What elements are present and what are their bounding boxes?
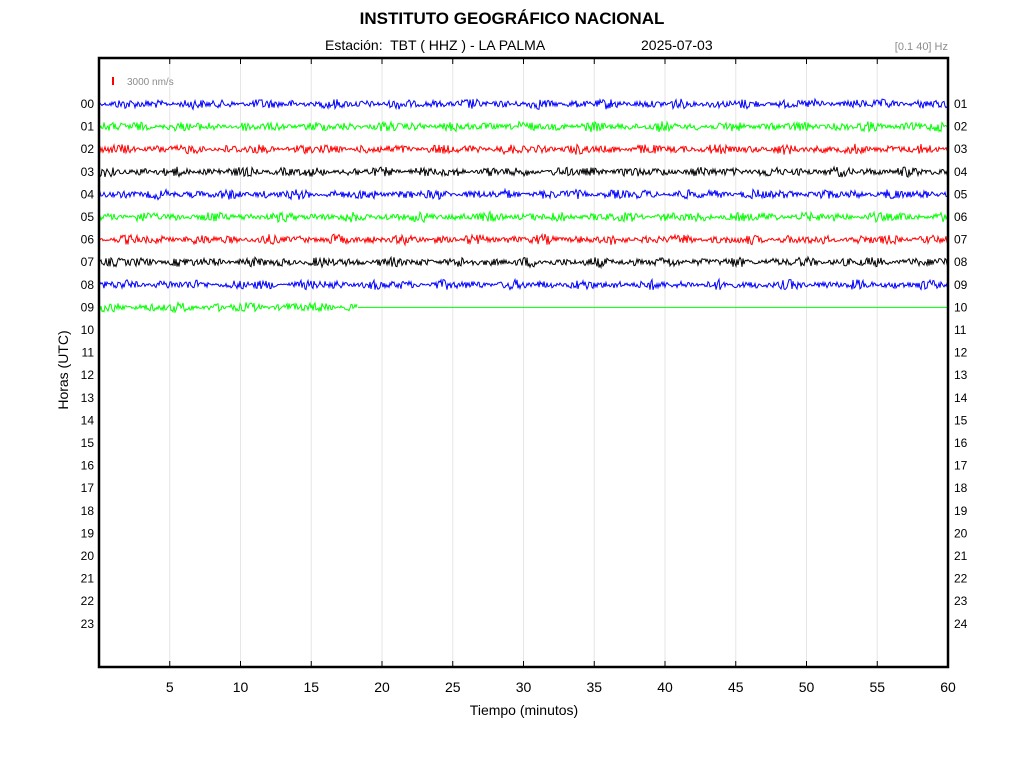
right-hour-label: 22 <box>954 572 968 586</box>
trace-hour-08 <box>98 277 949 291</box>
right-hour-label: 02 <box>954 120 968 134</box>
left-hour-label: 09 <box>81 300 95 314</box>
left-hour-label: 02 <box>81 142 95 156</box>
right-hour-labels: 01 02 03 04 05 06 07 08 09 10 11 12 13 14 15 16 17 18 19 20… <box>954 97 968 631</box>
x-axis-ticks: 5 10 15 20 25 30 35 40 45 50 55 60 <box>166 58 956 695</box>
left-hour-label: 13 <box>81 391 95 405</box>
x-tick-label: 55 <box>869 679 885 695</box>
right-hour-label: 19 <box>954 504 968 518</box>
x-tick-label: 35 <box>586 679 602 695</box>
right-hour-label: 01 <box>954 97 968 111</box>
left-hour-label: 08 <box>81 278 95 292</box>
x-tick-label: 20 <box>374 679 390 695</box>
vertical-grid <box>169 58 878 667</box>
left-hour-label: 16 <box>81 459 95 473</box>
right-hour-label: 14 <box>954 391 968 405</box>
right-hour-label: 04 <box>954 165 968 179</box>
right-hour-label: 08 <box>954 255 968 269</box>
trace-hour-05 <box>98 210 949 224</box>
right-hour-label: 20 <box>954 526 968 540</box>
right-hour-label: 23 <box>954 594 968 608</box>
right-hour-label: 03 <box>954 142 968 156</box>
right-hour-label: 16 <box>954 436 968 450</box>
x-tick-label: 45 <box>728 679 744 695</box>
left-hour-label: 15 <box>81 436 95 450</box>
left-hour-label: 00 <box>81 97 95 111</box>
x-tick-label: 30 <box>516 679 532 695</box>
x-tick-label: 15 <box>303 679 319 695</box>
scale-label: 3000 nm/s <box>127 77 174 88</box>
right-hour-label: 11 <box>954 323 967 337</box>
trace-hour-04 <box>98 187 949 201</box>
right-hour-label: 12 <box>954 346 968 360</box>
left-hour-label: 20 <box>81 549 95 563</box>
left-hour-label: 12 <box>81 368 95 382</box>
seismic-traces <box>98 97 949 314</box>
x-tick-label: 25 <box>445 679 461 695</box>
left-hour-labels: 00 01 02 03 04 05 06 07 08 09 10 11 12 13 14 15 16 17 18 19… <box>81 97 95 631</box>
station-label: Estación: TBT ( HHZ ) - LA PALMA <box>325 37 546 53</box>
left-hour-label: 18 <box>81 504 95 518</box>
left-hour-label: 22 <box>81 594 95 608</box>
left-hour-label: 10 <box>81 323 95 337</box>
left-hour-label: 01 <box>81 120 95 134</box>
left-hour-label: 17 <box>81 481 95 495</box>
trace-hour-03 <box>98 165 949 178</box>
right-hour-label: 10 <box>954 300 968 314</box>
right-hour-label: 13 <box>954 368 968 382</box>
trace-hour-06 <box>98 232 949 247</box>
x-tick-label: 10 <box>233 679 249 695</box>
x-tick-label: 40 <box>657 679 673 695</box>
amplitude-scale: 3000 nm/s <box>112 77 174 88</box>
left-hour-label: 23 <box>81 617 95 631</box>
x-tick-label: 60 <box>940 679 956 695</box>
left-hour-label: 05 <box>81 210 95 224</box>
right-hour-label: 24 <box>954 617 968 631</box>
right-hour-label: 06 <box>954 210 968 224</box>
x-tick-label: 50 <box>799 679 815 695</box>
left-hour-label: 03 <box>81 165 95 179</box>
right-hour-label: 17 <box>954 459 968 473</box>
left-hour-label: 14 <box>81 413 95 427</box>
chart-title: INSTITUTO GEOGRÁFICO NACIONAL <box>359 9 665 28</box>
left-hour-label: 19 <box>81 526 95 540</box>
date-label: 2025-07-03 <box>641 37 713 53</box>
right-hour-label: 21 <box>954 549 968 563</box>
left-hour-label: 21 <box>81 572 95 586</box>
left-hour-label: 06 <box>81 233 95 247</box>
left-hour-label: 07 <box>81 255 95 269</box>
right-hour-label: 05 <box>954 187 968 201</box>
right-hour-label: 15 <box>954 413 968 427</box>
trace-hour-07 <box>98 255 949 270</box>
y-axis-label: Horas (UTC) <box>55 330 71 409</box>
x-axis-label: Tiempo (minutos) <box>470 702 578 718</box>
x-tick-label: 5 <box>166 679 174 695</box>
right-hour-label: 18 <box>954 481 968 495</box>
trace-hour-09 <box>98 300 358 314</box>
left-hour-label: 04 <box>81 187 95 201</box>
right-hour-label: 09 <box>954 278 968 292</box>
trace-hour-01 <box>98 120 949 133</box>
filter-band-label: [0.1 40] Hz <box>894 41 948 53</box>
trace-hour-02 <box>98 143 949 156</box>
trace-hour-00 <box>98 97 949 111</box>
right-hour-label: 07 <box>954 233 968 247</box>
left-hour-label: 11 <box>82 346 95 360</box>
